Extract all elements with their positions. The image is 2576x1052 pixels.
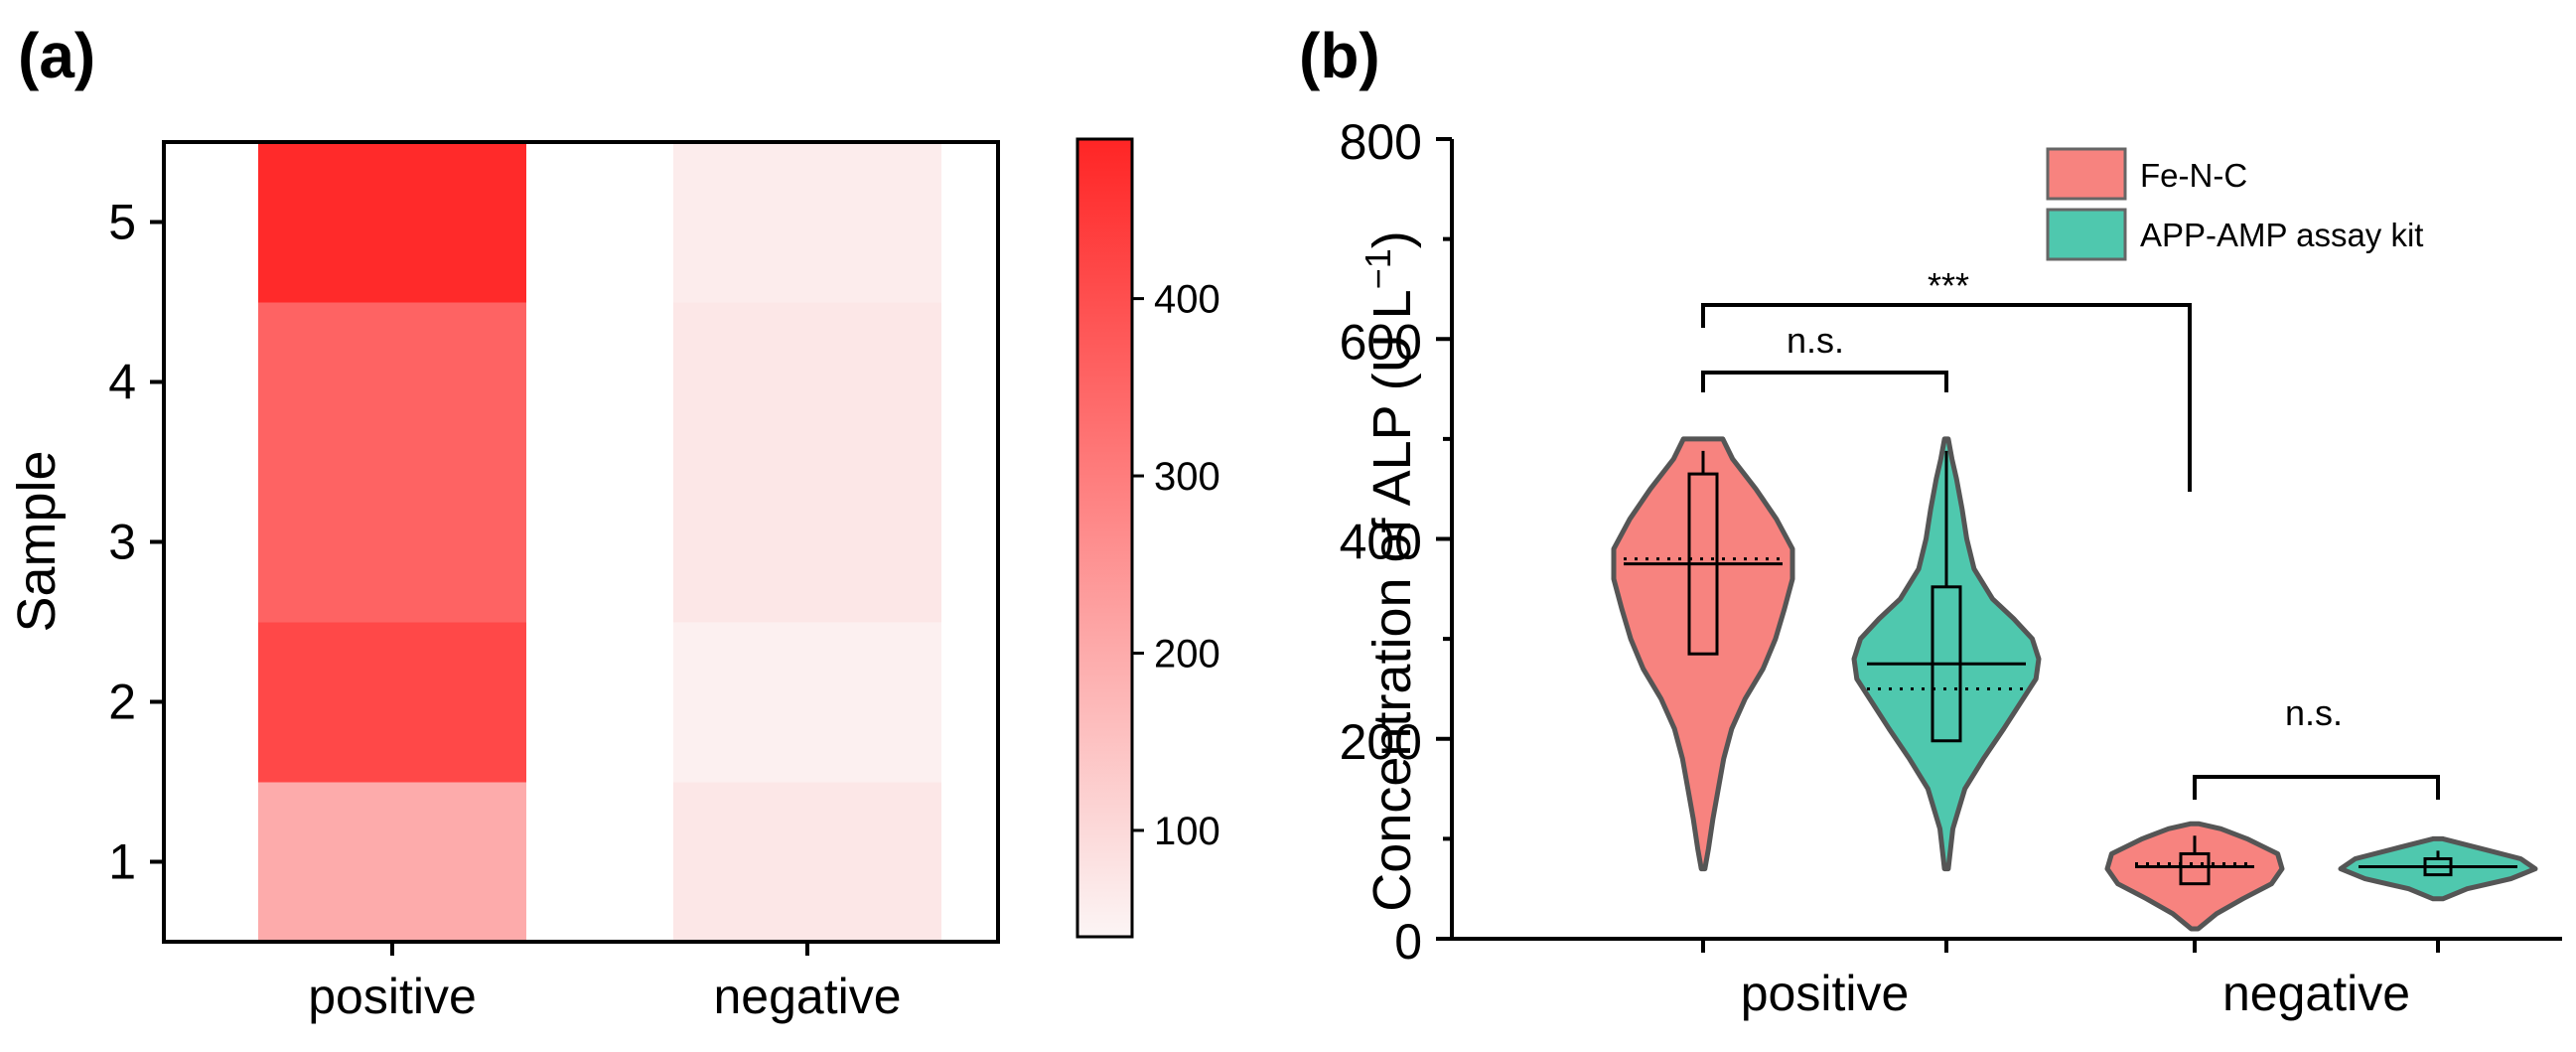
violin-positive-fe-n-c [1611,436,1795,872]
heatmap-cell-positive-5 [258,142,526,303]
violin-body [2338,835,2538,902]
heatmap-y-tick-label: 1 [108,834,136,890]
violin-negative-app-amp-assay-kit [2338,835,2538,902]
violin-y-tick-label: 600 [1340,314,1422,370]
violin-body [2104,821,2285,932]
colorbar [1075,137,1134,939]
violin-y-title-close: ) [1362,230,1422,248]
colorbar-tick-label: 300 [1154,455,1220,499]
panel-a-label: (a) [18,20,95,91]
significance-brackets [1701,303,2440,800]
legend: Fe-N-C APP-AMP assay kit [2046,147,2423,261]
panel-b-label: (b) [1299,20,1380,91]
colorbar-tick-label: 200 [1154,632,1220,676]
annotation-ns-negative: n.s. [2285,692,2343,733]
legend-label-fe-n-c: Fe-N-C [2140,157,2247,194]
heatmap-cell-positive-4 [258,302,526,463]
heatmap-y-tick-label: 3 [108,515,136,570]
heatmap-cell-negative-2 [673,622,941,783]
heatmap-cell-negative-1 [673,782,941,943]
colorbar-tick-label: 400 [1154,278,1220,322]
violin-y-title: Concentration of ALP (U L−1) [1358,230,1422,911]
violin-y-tick-label: 200 [1340,714,1422,770]
legend-label-app-amp: APP-AMP assay kit [2140,217,2423,253]
violin-y-title-main: Concentration of ALP (U L [1362,289,1422,911]
legend-swatch-fe-n-c [2046,147,2127,201]
violin-iqr-box [2179,851,2211,886]
heatmap-y-axis: 1 2 3 4 5 [108,195,164,890]
bracket-negative-ns [2193,775,2440,800]
heatmap-cell-negative-4 [673,302,941,463]
violin-y-tick-label: 400 [1340,515,1422,570]
annotation-ns-positive: n.s. [1787,320,1844,361]
heatmap-x-tick-label: positive [308,969,477,1024]
violin-x-tick-label: negative [2222,966,2410,1021]
heatmap-cell-positive-2 [258,622,526,783]
violin-positive-app-amp-assay-kit [1851,436,2042,872]
heatmap-cells [258,142,941,943]
colorbar-tick-label: 100 [1154,810,1220,853]
violin-body [1851,436,2042,872]
violin-y-tick-label: 0 [1394,914,1422,970]
heatmap-y-tick-label: 4 [108,355,136,410]
heatmap-x-tick-label: negative [713,969,901,1024]
bracket-positive-ns [1701,371,1948,392]
legend-swatch-app-amp [2046,208,2127,261]
bracket-fe-n-c-triple-star [1701,303,2192,492]
violin-y-title-sup: −1 [1358,248,1398,289]
heatmap-y-tick-label: 5 [108,195,136,250]
heatmap-cell-positive-3 [258,462,526,623]
heatmap-y-title: Sample [7,450,67,632]
violin-x-tick-label: positive [1741,966,1910,1021]
violin-axes: 0 200 400 600 800 positive negative [1340,114,2562,1021]
heatmap-y-tick-label: 2 [108,675,136,730]
violin-y-tick-label: 800 [1340,114,1422,170]
heatmap-cell-positive-1 [258,782,526,943]
heatmap-cell-negative-3 [673,462,941,623]
violin-negative-fe-n-c [2104,821,2285,932]
heatmap-cell-negative-5 [673,142,941,303]
heatmap-x-axis: positive negative [308,942,902,1024]
violin-plot [1611,436,2538,932]
annotation-triple-star: *** [1928,265,1969,306]
colorbar-ticks: 100 200 300 400 [1132,278,1220,853]
